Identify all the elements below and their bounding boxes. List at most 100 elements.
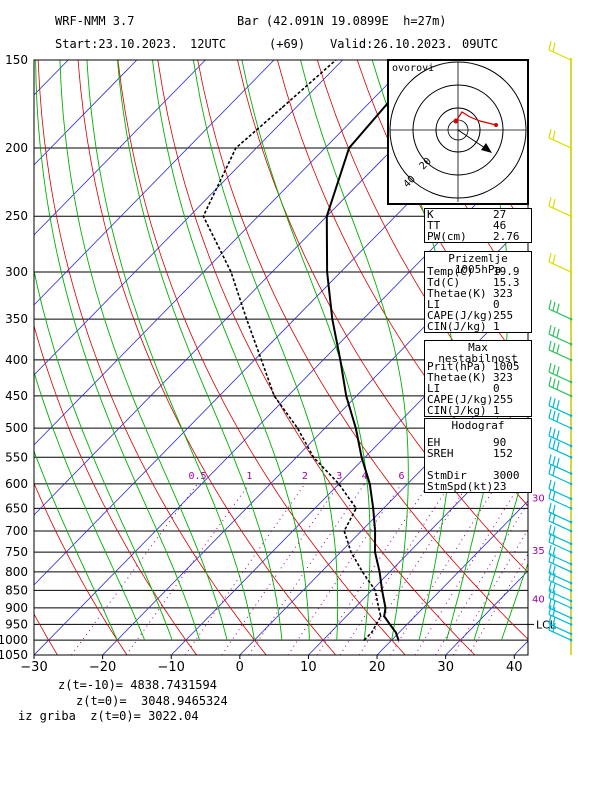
temperature-point: [345, 395, 348, 397]
lcl-label: LCL: [536, 618, 557, 631]
wind-barb-flag: [548, 503, 552, 513]
wind-barb-flag: [552, 410, 556, 421]
wind-barb-flag: [548, 464, 552, 475]
pressure-tick-label: 950: [5, 617, 28, 631]
wind-barb-flag: [548, 620, 552, 631]
wind-barb: [548, 261, 572, 273]
hodograph-title: ovorovi: [392, 63, 434, 74]
moist-adiabat: [300, 60, 409, 641]
wind-barb-point: [569, 520, 573, 524]
mixing-ratio-line: [287, 483, 402, 655]
wind-barb-point: [569, 455, 573, 459]
dry-adiabat: [316, 60, 528, 440]
wind-barb-flag: [556, 303, 560, 313]
pressure-tick-label: 700: [5, 524, 28, 538]
wind-barb-flag: [556, 430, 560, 440]
dewpoint-point: [343, 530, 346, 532]
wind-barb-flag: [548, 544, 552, 555]
wind-barb: [548, 371, 572, 383]
wind-barb-flag: [548, 489, 552, 499]
wind-barb-point: [569, 623, 573, 626]
wind-barb: [548, 137, 572, 149]
dry-adiabat: [157, 60, 476, 655]
dewpoint-point: [202, 215, 205, 217]
temperature-tick-label: 20: [369, 660, 386, 675]
wind-barb-flag: [548, 340, 552, 351]
hodograf-label: StmSpd(kt): [427, 480, 494, 493]
wind-barb: [548, 333, 572, 345]
wind-barb-flag: [548, 197, 552, 207]
max-unstable-label: CIN(J/kg): [427, 404, 487, 417]
temperature-point: [384, 607, 387, 609]
hodograf-row: StmSpd(kt) 23: [425, 481, 531, 492]
isotherm-line: [34, 60, 343, 376]
index-row: PW(cm) 2.76: [425, 231, 531, 242]
wind-barb-point: [569, 638, 573, 642]
pressure-tick-label: 200: [5, 141, 28, 155]
index-row: K 27: [425, 209, 531, 220]
surface-row: Thetae(K) 323: [425, 288, 531, 299]
hodograf-row: SREH 152: [425, 448, 531, 459]
wind-barb-point: [569, 317, 573, 321]
wind-barb-flag: [552, 616, 556, 626]
index-label: TT: [427, 219, 441, 232]
wind-barb-flag: [548, 325, 552, 335]
dewpoint-point: [230, 271, 232, 273]
dewpoint-point: [379, 615, 382, 617]
wind-barb-flag: [552, 342, 556, 352]
temperature-point: [331, 318, 334, 320]
dewpoint-point: [312, 456, 315, 459]
temperature-point: [372, 507, 375, 510]
dewpoint-point: [338, 483, 340, 485]
hodograf-row: EH 90: [425, 437, 531, 448]
wind-barb-point: [569, 589, 573, 592]
moist-adiabat: [34, 268, 173, 641]
hodograf-value: 90: [493, 436, 507, 449]
wind-barb-flag: [552, 590, 556, 600]
wind-barb: [548, 473, 572, 485]
wind-barb-flag: [548, 563, 552, 574]
max-unstable-panel: Max nestabilnost Prit(hPa) 1005 Thetae(K)…: [424, 340, 532, 417]
temperature-tick-label: 0: [236, 660, 244, 675]
surface-row: Td(C) 15.3: [425, 277, 531, 288]
wind-barb-flag: [548, 552, 552, 562]
mixing-ratio-label: 3: [336, 471, 342, 482]
temperature-profile: [325, 60, 426, 641]
wind-barb-point: [569, 529, 573, 533]
wind-barb-point: [569, 394, 573, 398]
wind-barb-flag: [548, 571, 552, 581]
dewpoint-point: [355, 507, 357, 510]
max-unstable-title: Max nestabilnost: [438, 341, 518, 365]
pressure-tick-label: 450: [5, 389, 28, 403]
surface-label: LI: [427, 298, 441, 311]
temperature-point: [383, 615, 386, 617]
moist-adiabat: [117, 60, 283, 641]
surface-value: 323: [493, 287, 513, 300]
wind-barb-flag: [552, 546, 556, 557]
wind-barb-point: [569, 562, 573, 566]
moist-adiabat: [86, 60, 255, 641]
wind-barb-point: [569, 358, 573, 362]
wind-barb: [548, 446, 572, 458]
dewpoint-point: [371, 631, 373, 634]
wind-barb-flag: [552, 198, 556, 209]
dewpoint-profile: [202, 60, 382, 641]
dewpoint-point: [375, 623, 378, 626]
wind-barb-flag: [548, 605, 552, 615]
temperature-point: [348, 147, 350, 149]
wind-barb-flag: [552, 439, 556, 450]
wind-barb-point: [569, 414, 573, 417]
surface-row: Temp(C) 19.9: [425, 266, 531, 277]
wind-barb-flag: [552, 600, 556, 610]
theta-e-label: 30: [532, 494, 545, 505]
wind-barb-flag: [556, 328, 560, 338]
dewpoint-point: [377, 607, 380, 609]
mixing-ratio-label: 2: [302, 471, 308, 482]
max-unstable-value: 1: [493, 404, 500, 417]
wind-barb-point: [569, 599, 573, 603]
wind-barb-point: [569, 214, 573, 218]
wind-barb-flag: [552, 565, 556, 576]
wind-barb-point: [569, 606, 573, 610]
wind-barb: [548, 561, 572, 573]
surface-label: Thetae(K): [427, 287, 487, 300]
